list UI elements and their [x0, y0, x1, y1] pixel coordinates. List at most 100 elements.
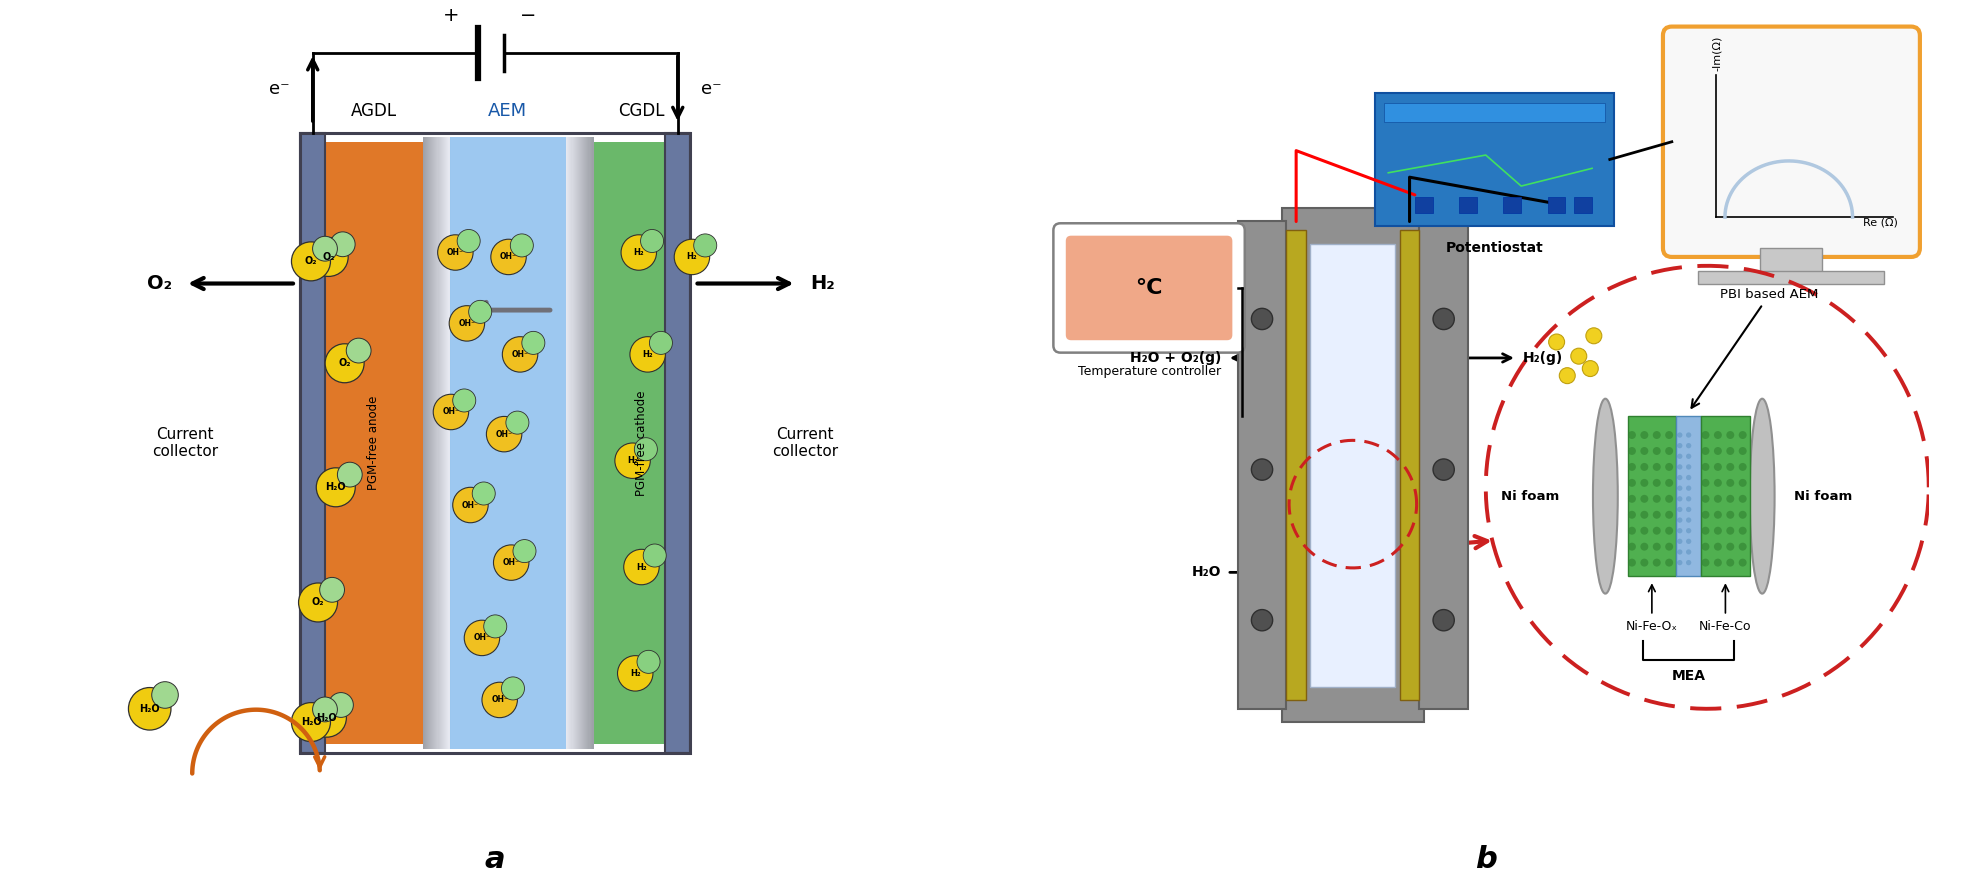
Circle shape — [481, 682, 517, 718]
Circle shape — [1685, 464, 1691, 470]
Circle shape — [471, 482, 495, 505]
Circle shape — [1685, 432, 1691, 438]
Circle shape — [1665, 478, 1673, 487]
Circle shape — [493, 545, 529, 580]
FancyBboxPatch shape — [434, 137, 449, 749]
Circle shape — [1651, 494, 1659, 503]
FancyBboxPatch shape — [574, 137, 582, 749]
Circle shape — [1713, 542, 1721, 551]
Circle shape — [453, 487, 487, 523]
Text: O₂: O₂ — [339, 358, 350, 369]
Circle shape — [1685, 507, 1691, 512]
Circle shape — [1628, 542, 1635, 551]
Circle shape — [1738, 478, 1746, 487]
Text: H₂O: H₂O — [139, 703, 160, 714]
FancyBboxPatch shape — [1285, 230, 1305, 700]
Circle shape — [1628, 526, 1635, 535]
Circle shape — [129, 688, 170, 730]
FancyBboxPatch shape — [1701, 416, 1748, 576]
Text: −: − — [519, 6, 537, 26]
Circle shape — [491, 239, 527, 275]
Circle shape — [1628, 494, 1635, 503]
Circle shape — [449, 306, 485, 341]
Text: H₂O: H₂O — [317, 712, 337, 723]
Circle shape — [521, 331, 544, 354]
Circle shape — [1713, 510, 1721, 518]
Circle shape — [469, 300, 491, 323]
Circle shape — [503, 337, 537, 372]
Circle shape — [438, 235, 473, 270]
Circle shape — [511, 234, 533, 257]
Circle shape — [1432, 308, 1453, 330]
FancyBboxPatch shape — [1281, 208, 1424, 722]
Circle shape — [1677, 539, 1681, 544]
Circle shape — [1665, 447, 1673, 455]
Circle shape — [1701, 478, 1709, 487]
Circle shape — [1665, 526, 1673, 535]
Circle shape — [1639, 526, 1647, 535]
FancyBboxPatch shape — [436, 137, 449, 749]
FancyBboxPatch shape — [568, 137, 582, 749]
Circle shape — [1639, 510, 1647, 518]
Circle shape — [634, 438, 657, 461]
Circle shape — [1628, 431, 1635, 439]
Circle shape — [1713, 431, 1721, 439]
Text: OH⁻: OH⁻ — [442, 408, 459, 416]
Circle shape — [291, 703, 331, 742]
Circle shape — [1725, 478, 1732, 487]
FancyBboxPatch shape — [1400, 230, 1418, 700]
Circle shape — [1701, 431, 1709, 439]
Text: AGDL: AGDL — [350, 102, 396, 120]
Text: OH⁻: OH⁻ — [473, 633, 491, 642]
Circle shape — [1738, 558, 1746, 567]
Circle shape — [299, 583, 337, 622]
Circle shape — [1677, 517, 1681, 523]
Circle shape — [1713, 494, 1721, 503]
Circle shape — [649, 331, 671, 354]
Circle shape — [1432, 459, 1453, 480]
Circle shape — [1738, 526, 1746, 535]
Text: O₂: O₂ — [311, 597, 325, 608]
FancyBboxPatch shape — [432, 137, 449, 749]
Circle shape — [319, 578, 345, 602]
Circle shape — [1639, 542, 1647, 551]
Circle shape — [1725, 526, 1732, 535]
Circle shape — [630, 337, 665, 372]
Text: Ni-Fe-Co: Ni-Fe-Co — [1699, 620, 1750, 633]
Text: OH⁻: OH⁻ — [503, 558, 519, 567]
Circle shape — [1685, 443, 1691, 448]
Text: CGDL: CGDL — [618, 102, 665, 120]
Text: H₂: H₂ — [634, 248, 644, 257]
Circle shape — [1586, 328, 1602, 344]
Text: PGM-free anode: PGM-free anode — [366, 396, 380, 490]
Circle shape — [1725, 462, 1732, 471]
Circle shape — [1677, 549, 1681, 555]
Circle shape — [1738, 494, 1746, 503]
Circle shape — [1701, 447, 1709, 455]
FancyBboxPatch shape — [566, 137, 582, 749]
Text: +: + — [442, 6, 459, 26]
Text: H₂O: H₂O — [325, 482, 346, 493]
Text: OH⁻: OH⁻ — [495, 430, 513, 439]
Circle shape — [1628, 447, 1635, 455]
Text: PBI based AEM: PBI based AEM — [1691, 288, 1818, 408]
Ellipse shape — [1592, 399, 1618, 594]
FancyBboxPatch shape — [1309, 244, 1394, 687]
Text: Ni foam: Ni foam — [1501, 490, 1558, 502]
Circle shape — [1665, 494, 1673, 503]
Circle shape — [1639, 558, 1647, 567]
Circle shape — [1639, 494, 1647, 503]
Circle shape — [1725, 558, 1732, 567]
Circle shape — [313, 237, 337, 261]
Circle shape — [1685, 549, 1691, 555]
Text: OH⁻: OH⁻ — [511, 350, 529, 359]
Circle shape — [329, 693, 352, 718]
Circle shape — [1582, 361, 1598, 377]
FancyBboxPatch shape — [446, 137, 449, 749]
Circle shape — [1701, 494, 1709, 503]
Text: O₂: O₂ — [147, 274, 172, 293]
Circle shape — [1701, 542, 1709, 551]
FancyBboxPatch shape — [1675, 416, 1701, 576]
Text: H₂O: H₂O — [1192, 565, 1222, 579]
Circle shape — [453, 389, 475, 412]
